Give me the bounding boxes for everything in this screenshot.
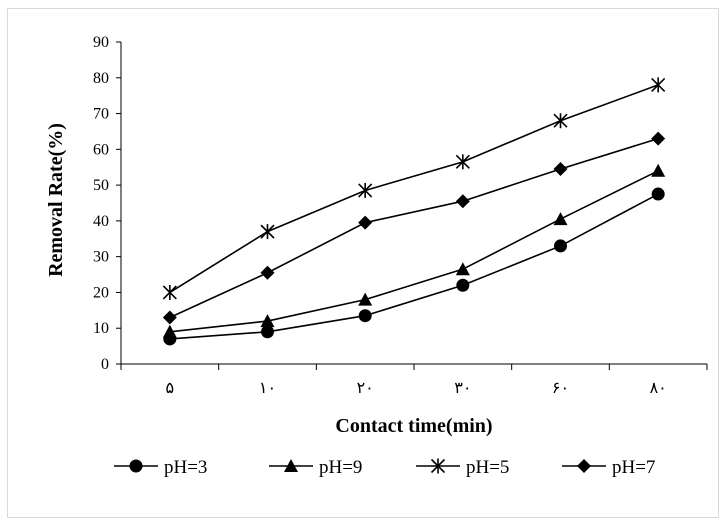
legend: pH=3 pH=9 pH=5 pH=7 (114, 457, 655, 478)
y-tick-label: 80 (93, 70, 109, 87)
legend-marker-diamond (577, 459, 591, 473)
data-point-triangle (553, 212, 568, 226)
legend-label: pH=5 (466, 457, 509, 478)
series-ph-7 (162, 131, 666, 325)
legend-item: pH=9 (269, 457, 362, 478)
y-axis-title: Removal Rate(%) (45, 123, 67, 277)
series-ph-5 (162, 77, 666, 300)
y-tick-label: 10 (93, 320, 109, 337)
series-layer (162, 77, 666, 346)
y-tick-label: 50 (93, 177, 109, 194)
legend-label: pH=7 (612, 457, 655, 478)
y-tick-label: 30 (93, 249, 109, 266)
data-point-triangle (260, 314, 275, 328)
x-tick-label: ۶۰ (552, 380, 569, 397)
series-line (169, 193, 659, 340)
legend-marker-circle (129, 459, 143, 473)
data-point-triangle (358, 292, 373, 306)
x-tick-label: ۲۰ (357, 380, 374, 397)
data-point-diamond (651, 131, 666, 146)
data-point-diamond (162, 310, 177, 325)
data-point-asterisk (162, 284, 177, 300)
y-tick-label: 70 (93, 106, 109, 123)
legend-label: pH=3 (164, 457, 207, 478)
data-point-circle (554, 239, 567, 253)
series-ph-3 (163, 187, 665, 346)
y-tick-label: 90 (93, 34, 109, 51)
data-point-circle (456, 278, 470, 292)
legend-marker-asterisk (430, 458, 446, 474)
data-point-diamond (260, 265, 275, 280)
series-line (169, 170, 659, 333)
data-point-triangle (455, 262, 470, 276)
legend-item: pH=5 (416, 457, 509, 478)
data-point-asterisk (651, 77, 666, 93)
data-point-asterisk (455, 154, 470, 170)
data-point-asterisk (358, 182, 373, 198)
y-axis: 0 10 20 30 40 50 60 70 80 90 (93, 34, 122, 373)
x-axis-title: Contact time(min) (335, 415, 492, 437)
legend-label: pH=9 (319, 457, 362, 478)
x-tick-label: ۱۰ (259, 380, 276, 397)
data-point-diamond (358, 215, 373, 230)
data-point-diamond (455, 194, 470, 209)
y-tick-label: 0 (101, 356, 109, 373)
y-tick-label: 60 (93, 141, 109, 158)
x-axis: ۵ ۱۰ ۲۰ ۳۰ ۶۰ ۸۰ (120, 363, 708, 397)
legend-marker-triangle (284, 459, 298, 472)
series-ph-9 (162, 163, 666, 338)
legend-item: pH=7 (562, 457, 655, 478)
x-tick-label: ۸۰ (650, 380, 667, 397)
series-line (169, 137, 659, 319)
x-tick-label: ۳۰ (454, 380, 471, 397)
data-point-circle (358, 309, 372, 323)
data-point-diamond (553, 162, 568, 177)
x-tick-label: ۵ (166, 380, 175, 397)
data-point-circle (651, 187, 665, 201)
data-point-asterisk (260, 224, 275, 240)
chart-frame (7, 8, 719, 518)
data-point-triangle (651, 163, 666, 177)
y-tick-label: 20 (93, 284, 109, 301)
data-point-circle (261, 325, 274, 339)
y-tick-label: 40 (93, 213, 109, 230)
series-line (169, 84, 659, 294)
data-point-asterisk (553, 113, 568, 129)
data-point-triangle (162, 324, 177, 338)
legend-item: pH=3 (114, 457, 207, 478)
